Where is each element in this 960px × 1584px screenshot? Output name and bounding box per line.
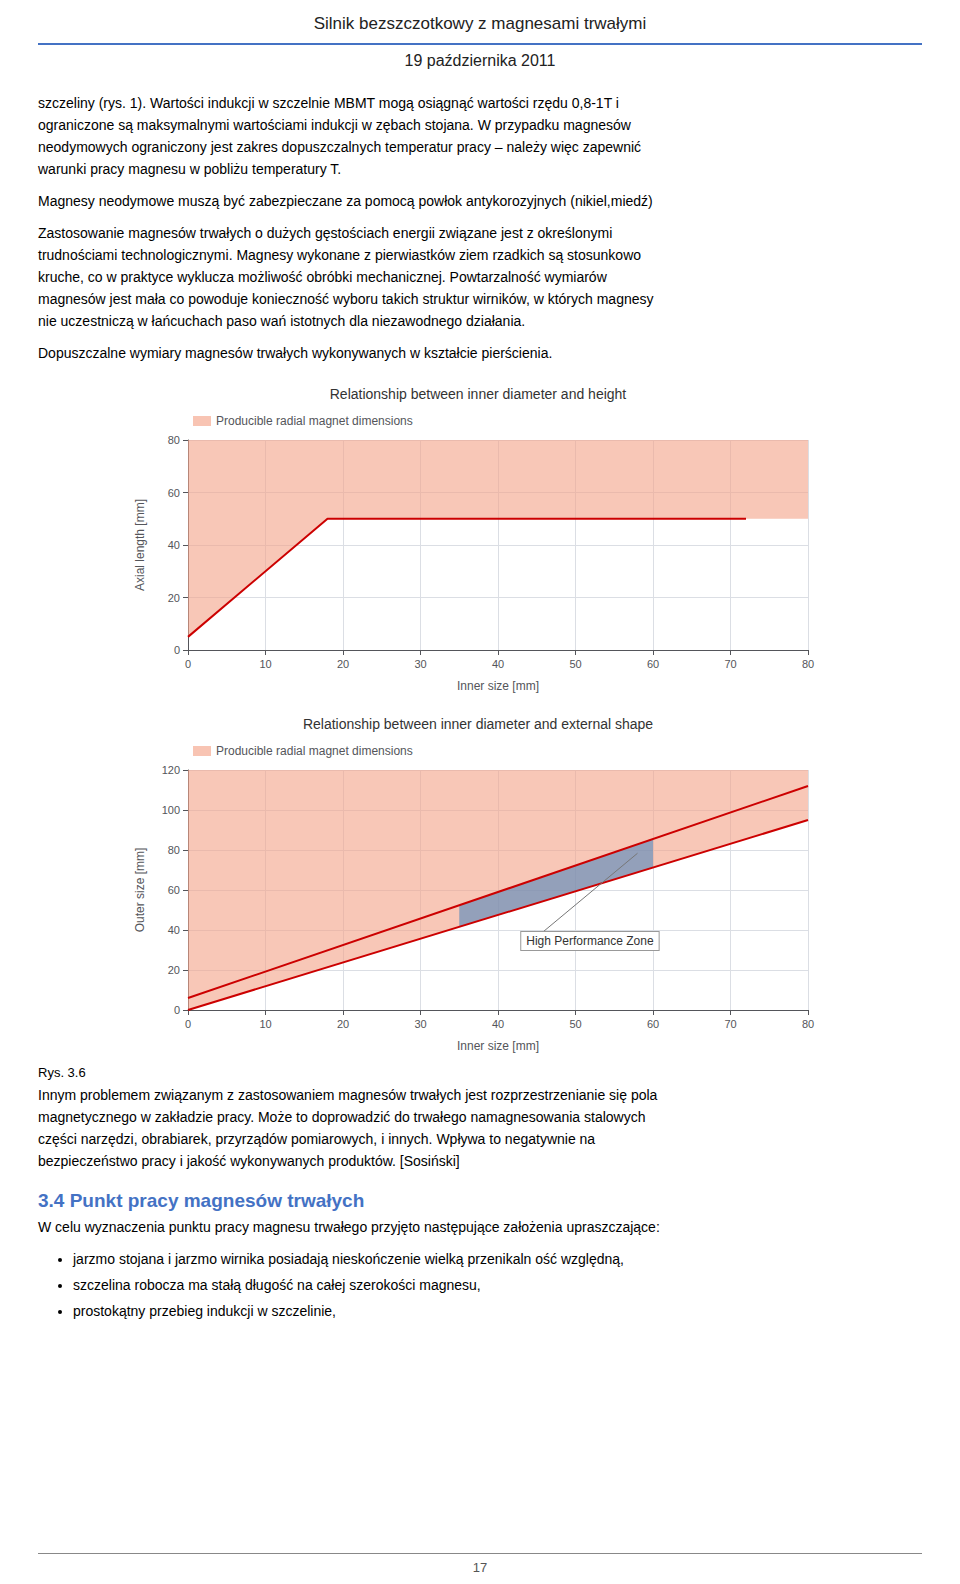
- svg-text:30: 30: [414, 1018, 426, 1030]
- html-text:W celu wyznaczenia punktu prac: W celu wyznaczenia punktu pracy magnesu …: [38, 1219, 660, 1235]
- svg-text:Inner size [mm]: Inner size [mm]: [457, 1039, 539, 1053]
- svg-text:60: 60: [168, 487, 180, 499]
- svg-text:20: 20: [168, 964, 180, 976]
- svg-text:50: 50: [569, 658, 581, 670]
- html-text:nie uczestniczą w łańcuchach p: nie uczestniczą w łańcuchach paso wań is…: [38, 313, 526, 329]
- html-text:prostokątny przebieg indukcji: prostokątny przebieg indukcji w szczelin…: [73, 1303, 336, 1319]
- html-text:Zastosowanie magnesów trwałych: Zastosowanie magnesów trwałych o dużych …: [38, 225, 613, 241]
- svg-text:0: 0: [185, 1018, 191, 1030]
- svg-text:20: 20: [337, 1018, 349, 1030]
- svg-text:40: 40: [492, 658, 504, 670]
- svg-text:80: 80: [168, 844, 180, 856]
- html-text:3.4 Punkt pracy magnesów trwał: 3.4 Punkt pracy magnesów trwałych: [38, 1190, 365, 1211]
- svg-text:Relationship between inner dia: Relationship between inner diameter and …: [303, 716, 653, 732]
- svg-text:Inner size [mm]: Inner size [mm]: [457, 679, 539, 693]
- svg-text:Producible radial magnet dimen: Producible radial magnet dimensions: [216, 744, 413, 758]
- svg-text:Axial length [mm]: Axial length [mm]: [133, 499, 147, 591]
- svg-text:Relationship between inner dia: Relationship between inner diameter and …: [330, 386, 627, 402]
- svg-text:80: 80: [802, 658, 814, 670]
- html-text:neodymowych ograniczony jest z: neodymowych ograniczony jest zakres dopu…: [38, 139, 642, 155]
- svg-text:Producible radial magnet dimen: Producible radial magnet dimensions: [216, 414, 413, 428]
- html-text:Magnesy neodymowe muszą być za: Magnesy neodymowe muszą być zabezpieczan…: [38, 193, 653, 209]
- svg-text:20: 20: [168, 592, 180, 604]
- html-text:ograniczone są maksymalnymi wa: ograniczone są maksymalnymi wartościami …: [38, 117, 631, 133]
- svg-text:High Performance Zone: High Performance Zone: [526, 934, 654, 948]
- svg-text:60: 60: [168, 884, 180, 896]
- svg-text:60: 60: [647, 1018, 659, 1030]
- svg-text:0: 0: [174, 1004, 180, 1016]
- html-text:magnetycznego w zakładzie prac: magnetycznego w zakładzie pracy. Może to…: [38, 1109, 646, 1125]
- html-text:szczelina robocza ma stałą dłu: szczelina robocza ma stałą długość na ca…: [73, 1277, 481, 1293]
- svg-text:50: 50: [569, 1018, 581, 1030]
- svg-text:70: 70: [724, 658, 736, 670]
- svg-text:60: 60: [647, 658, 659, 670]
- svg-text:80: 80: [168, 434, 180, 446]
- svg-text:10: 10: [259, 1018, 271, 1030]
- html-text:trudnościami technologicznymi.: trudnościami technologicznymi. Magnesy w…: [38, 247, 641, 263]
- html-text:szczeliny (rys. 1). Wartości i: szczeliny (rys. 1). Wartości indukcji w …: [38, 95, 619, 111]
- html-text:19 października 2011: 19 października 2011: [404, 52, 556, 69]
- svg-text:120: 120: [162, 764, 180, 776]
- html-text:Dopuszczalne wymiary magnesów: Dopuszczalne wymiary magnesów trwałych w…: [38, 345, 553, 361]
- svg-text:0: 0: [174, 644, 180, 656]
- svg-text:70: 70: [724, 1018, 736, 1030]
- svg-text:40: 40: [492, 1018, 504, 1030]
- html-text:magnesów jest mała co powoduje: magnesów jest mała co powoduje konieczno…: [38, 291, 654, 307]
- html-text:jarzmo stojana i jarzmo wirnik: jarzmo stojana i jarzmo wirnika posiadaj…: [73, 1251, 624, 1267]
- html-text:Rys. 3.6: Rys. 3.6: [38, 1065, 86, 1080]
- svg-text:40: 40: [168, 539, 180, 551]
- html-text:części narzędzi, obrabiarek, p: części narzędzi, obrabiarek, przyrządów …: [38, 1131, 596, 1147]
- svg-text:100: 100: [162, 804, 180, 816]
- html-text:kruche, co w praktyce wyklucza: kruche, co w praktyce wyklucza możliwość…: [38, 269, 607, 285]
- html-text:warunki pracy magnesu w pobliż: warunki pracy magnesu w pobliżu temperat…: [38, 161, 342, 177]
- svg-text:Outer size [mm]: Outer size [mm]: [133, 848, 147, 933]
- html-text:17: 17: [472, 1560, 488, 1575]
- svg-text:40: 40: [168, 924, 180, 936]
- svg-text:0: 0: [185, 658, 191, 670]
- svg-text:10: 10: [259, 658, 271, 670]
- html-text:Silnik bezszczotkowy z magnesa: Silnik bezszczotkowy z magnesami trwałym…: [313, 14, 647, 33]
- html-text:bezpieczeństwo pracy i jakość: bezpieczeństwo pracy i jakość wykonywany…: [38, 1153, 460, 1169]
- svg-text:80: 80: [802, 1018, 814, 1030]
- svg-text:30: 30: [414, 658, 426, 670]
- html-text:Innym problemem związanym z za: Innym problemem związanym z zastosowanie…: [38, 1087, 658, 1103]
- svg-text:20: 20: [337, 658, 349, 670]
